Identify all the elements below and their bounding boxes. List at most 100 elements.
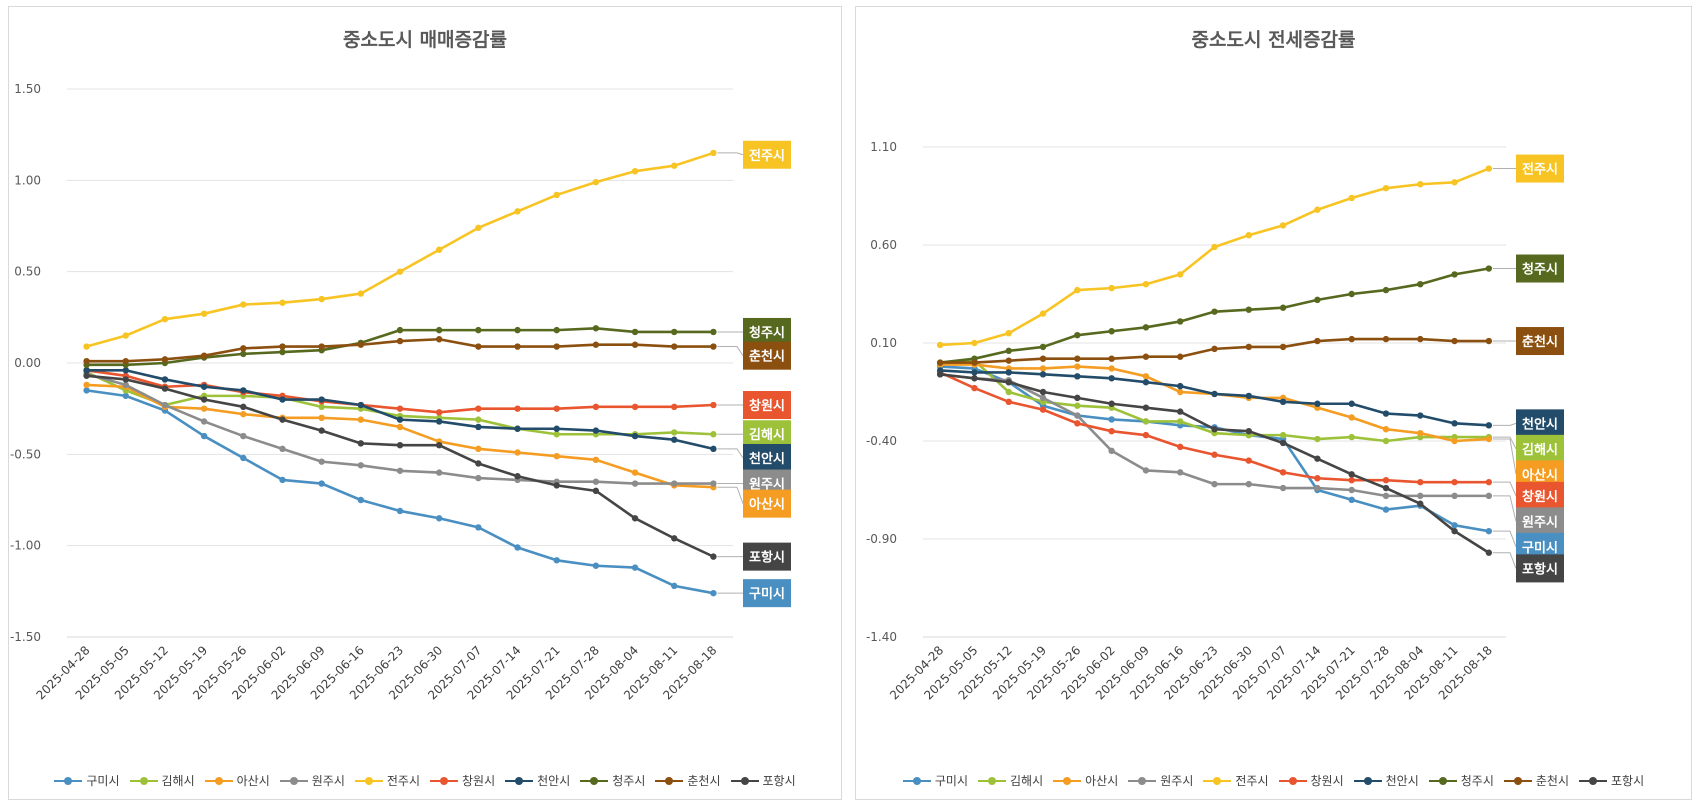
legend-swatch [1128,776,1157,785]
data-point [1314,435,1321,443]
data-point [357,416,365,423]
data-point [435,246,443,253]
legend-label: 창원시 [1310,774,1344,788]
end-label-원주시: 원주시 [1516,507,1564,536]
data-point [1142,418,1150,425]
data-point [1314,206,1321,213]
data-point [200,418,208,425]
data-point [1279,469,1287,476]
data-point [200,396,208,403]
series-line [940,167,1490,347]
legend-item: 전주시 [1203,772,1269,789]
data-point [1074,412,1081,419]
data-point [1382,335,1390,343]
data-point [357,440,365,447]
data-point [592,341,600,348]
data-point [475,445,482,453]
data-point [553,482,560,489]
data-point [1382,492,1390,500]
legend-label: 원주시 [1160,774,1194,788]
end-label-천안시: 천안시 [1516,409,1564,438]
end-label-text: 구미시 [1522,540,1558,556]
data-point [631,480,639,487]
data-point [971,359,978,366]
data-point [553,425,560,432]
legend-swatch [129,776,158,785]
legend-swatch [1428,776,1457,785]
data-point [1279,439,1287,447]
data-point [475,524,482,531]
data-point [710,343,717,350]
data-point [1279,343,1287,351]
y-tick-label: -1.00 [10,539,41,553]
data-point [1382,410,1390,417]
chart-panel-sale: 중소도시 매매증감률 -1.50 -1.00 -0.50 0.00 0.50 1.00 1.… [8,6,842,800]
data-point [1211,390,1218,398]
data-point [631,168,639,175]
leader-line [717,346,744,356]
legend-label: 아산시 [236,774,270,788]
legend-label: 포항시 [762,774,796,788]
data-point [1245,428,1252,435]
data-point [1005,388,1012,396]
data-point [1211,426,1218,433]
data-point [553,191,560,199]
data-point [1005,379,1012,386]
data-point [1417,281,1424,288]
series-청주시 [83,325,717,369]
data-point [1451,492,1458,500]
end-label-box [1516,327,1564,356]
data-point [553,343,560,350]
data-point [671,328,678,336]
end-label-text: 청주시 [749,325,785,341]
data-point [122,381,129,389]
data-point [1451,437,1458,445]
data-point [1348,496,1355,503]
legend-item: 천안시 [505,772,570,789]
data-point [396,416,404,423]
data-point [122,392,129,400]
end-label-포항시: 포항시 [1516,554,1564,583]
legend-swatch [505,776,534,785]
end-label-box [743,341,791,370]
legend-label: 아산시 [1085,774,1119,788]
y-tick-label: -0.40 [866,434,897,448]
data-point [1417,429,1424,437]
data-point [1348,486,1355,494]
data-point [1074,373,1081,380]
series-원주시 [83,370,717,487]
series-원주시 [936,371,1493,500]
data-point [936,341,944,349]
data-point [514,473,521,480]
data-point [396,423,404,431]
chart-title: 중소도시 매매증감률 [343,29,507,51]
end-label-청주시: 청주시 [743,317,791,346]
data-point [1245,480,1252,488]
data-point [396,405,404,412]
legend-label: 김해시 [1010,774,1044,788]
data-point [83,387,90,394]
series-line [939,373,1490,554]
data-point [671,343,678,350]
data-point [592,325,600,332]
data-point [553,431,560,438]
y-tick-label: 1.00 [14,173,41,187]
data-point [1245,457,1252,464]
data-point [936,371,944,378]
data-point [631,469,639,476]
data-point [279,445,286,453]
data-point [357,341,365,348]
legend-item: 김해시 [129,772,195,789]
data-point [631,328,639,336]
data-point [200,352,208,359]
data-point [1485,527,1493,535]
series-전주시 [83,149,717,350]
data-point [1382,184,1390,192]
data-point [240,403,247,411]
data-point [1279,304,1287,311]
leader-line [1492,438,1517,475]
data-point [475,474,482,482]
legend: 구미시 김해시 아산시 원주시 전주시 창원시 천안시 청주시 춘천시 포항시 [856,772,1691,789]
data-point [279,416,286,423]
data-point [396,467,404,474]
